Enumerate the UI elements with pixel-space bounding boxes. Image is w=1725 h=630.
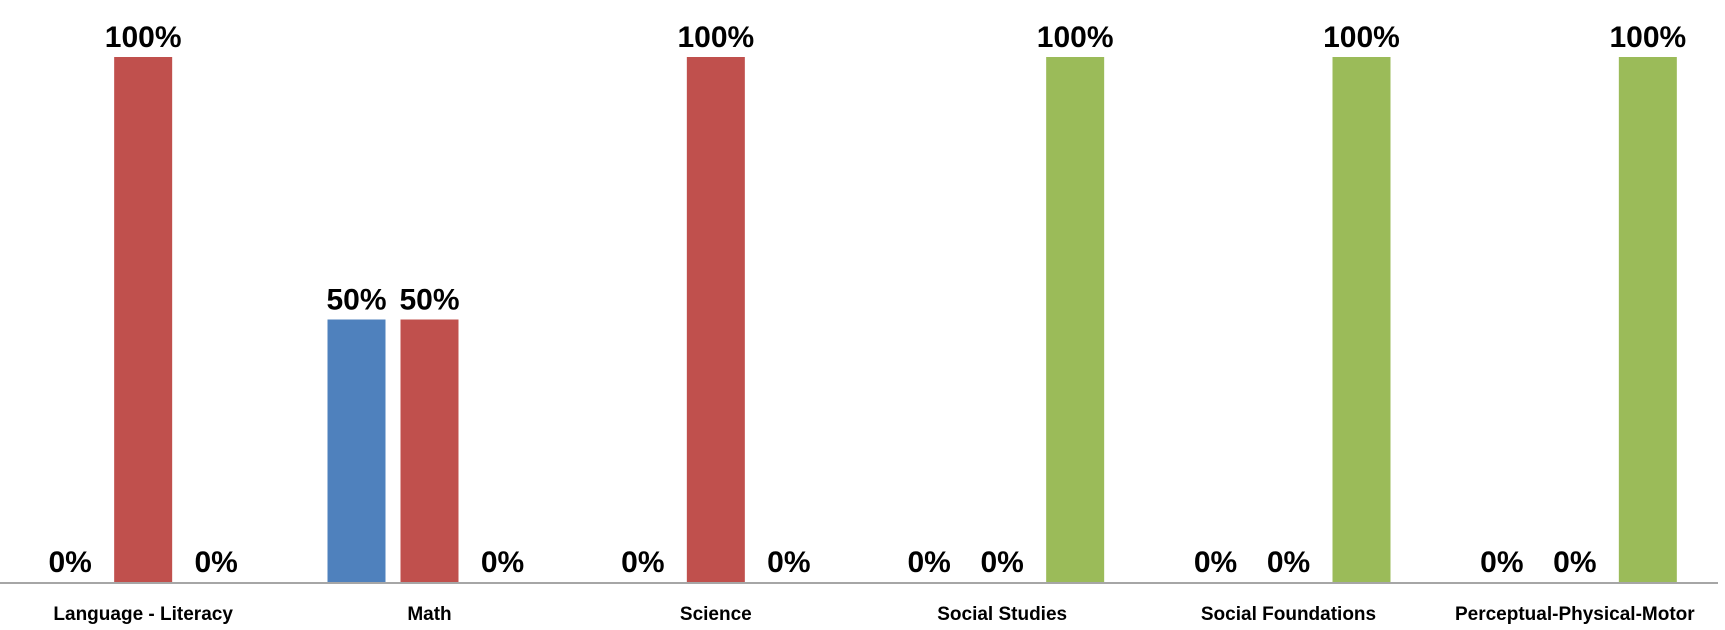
data-label-6-3: 100% bbox=[1609, 21, 1686, 54]
data-label-3-3: 0% bbox=[767, 546, 810, 579]
data-label-4-2: 0% bbox=[980, 546, 1023, 579]
bar-4-3 bbox=[1046, 57, 1105, 582]
bar-1-2 bbox=[114, 57, 173, 582]
category-labels: Language - Literacy Math Science Social Stu… bbox=[53, 604, 1695, 625]
data-label-6-2: 0% bbox=[1553, 546, 1596, 579]
data-label-4-1: 0% bbox=[907, 546, 950, 579]
bar-5-3 bbox=[1332, 57, 1391, 582]
category-label-1: Language - Literacy bbox=[53, 604, 233, 625]
data-label-5-3: 100% bbox=[1323, 21, 1400, 54]
category-label-4: Social Studies bbox=[937, 604, 1067, 625]
bar-2-2 bbox=[400, 319, 459, 582]
bar-3-2 bbox=[686, 57, 745, 582]
bar-2-1 bbox=[327, 319, 386, 582]
data-label-2-2: 50% bbox=[399, 284, 459, 317]
data-label-5-2: 0% bbox=[1267, 546, 1310, 579]
data-label-1-2: 100% bbox=[105, 21, 182, 54]
data-label-1-1: 0% bbox=[48, 546, 91, 579]
category-label-2: Math bbox=[407, 604, 451, 625]
data-label-5-1: 0% bbox=[1194, 546, 1237, 579]
data-label-4-3: 100% bbox=[1037, 21, 1114, 54]
data-label-2-3: 0% bbox=[481, 546, 524, 579]
category-label-3: Science bbox=[680, 604, 752, 625]
bar-6-3 bbox=[1618, 57, 1677, 582]
data-label-3-1: 0% bbox=[621, 546, 664, 579]
category-label-6: Perceptual-Physical-Motor bbox=[1455, 604, 1695, 625]
category-label-5: Social Foundations bbox=[1201, 604, 1376, 625]
data-label-6-1: 0% bbox=[1480, 546, 1523, 579]
data-label-1-3: 0% bbox=[194, 546, 237, 579]
data-label-3-2: 100% bbox=[677, 21, 754, 54]
data-label-2-1: 50% bbox=[326, 284, 386, 317]
plot-area: 0% 100% 0% 50% 50% 0% 0% 100% 0% 0% 0% 100% 0% 0% 100%… bbox=[48, 21, 1686, 582]
